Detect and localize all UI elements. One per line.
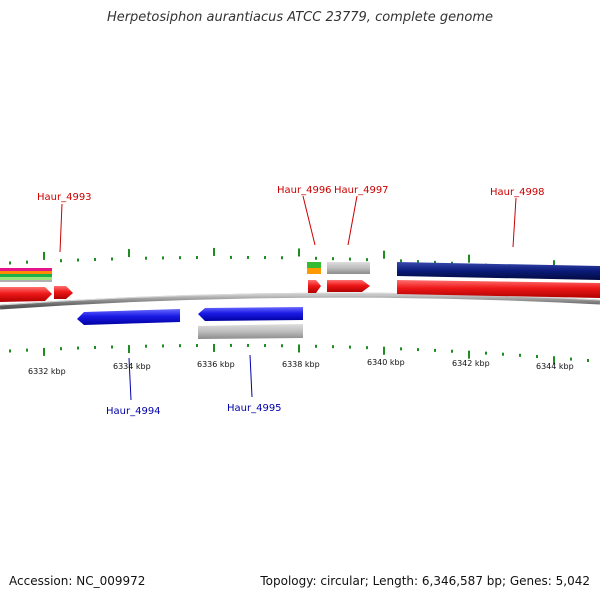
gene-haur-4997-arrow[interactable]: [327, 280, 370, 292]
feature-4996-green: [307, 262, 321, 268]
feature-4995-grey: [198, 324, 303, 339]
gene-labels: Haur_4993 Haur_4996 Haur_4997 Haur_4998 …: [37, 185, 545, 417]
tick-labels: 6332 kbp 6334 kbp 6336 kbp 6338 kbp 6340…: [28, 358, 574, 376]
genome-backbone: [0, 292, 600, 310]
gene-label-haur-4996[interactable]: Haur_4996: [277, 185, 332, 196]
gene-haur-4998-arrow[interactable]: [397, 280, 600, 298]
gene-haur-4993-arrow[interactable]: [0, 287, 52, 302]
upper-tick-row: [9, 247, 589, 274]
map-title: Herpetosiphon aurantiacus ATCC 23779, co…: [106, 10, 494, 25]
gene-label-haur-4995[interactable]: Haur_4995: [227, 403, 282, 414]
gene-label-haur-4993[interactable]: Haur_4993: [37, 192, 92, 203]
tick-label-6338: 6338 kbp: [282, 360, 320, 369]
accession-text: Accession: NC_009972: [9, 574, 146, 588]
lower-tick-row: [9, 343, 589, 365]
gene-label-haur-4997[interactable]: Haur_4997: [334, 185, 389, 196]
tick-label-6334: 6334 kbp: [113, 362, 151, 371]
feature-4997-grey: [327, 262, 370, 274]
gene-haur-4995-arrow[interactable]: [198, 307, 303, 321]
tick-label-6342: 6342 kbp: [452, 359, 490, 368]
gene-label-haur-4998[interactable]: Haur_4998: [490, 187, 545, 198]
gene-haur-4996-arrow[interactable]: [308, 280, 321, 293]
label-leaders: [59, 195, 517, 401]
tick-label-6344: 6344 kbp: [536, 362, 574, 371]
gene-label-haur-4994[interactable]: Haur_4994: [106, 406, 161, 417]
tick-label-6336: 6336 kbp: [197, 360, 235, 369]
feature-stack-left: [0, 268, 52, 282]
tick-label-6340: 6340 kbp: [367, 358, 405, 367]
gene-haur-4993b-arrow[interactable]: [54, 286, 73, 299]
topology-summary-text: Topology: circular; Length: 6,346,587 bp…: [260, 574, 590, 588]
gene-haur-4994-arrow[interactable]: [77, 309, 180, 325]
feature-4998-navy: [397, 262, 600, 280]
feature-4996-orange: [307, 268, 321, 274]
tick-label-6332: 6332 kbp: [28, 367, 66, 376]
